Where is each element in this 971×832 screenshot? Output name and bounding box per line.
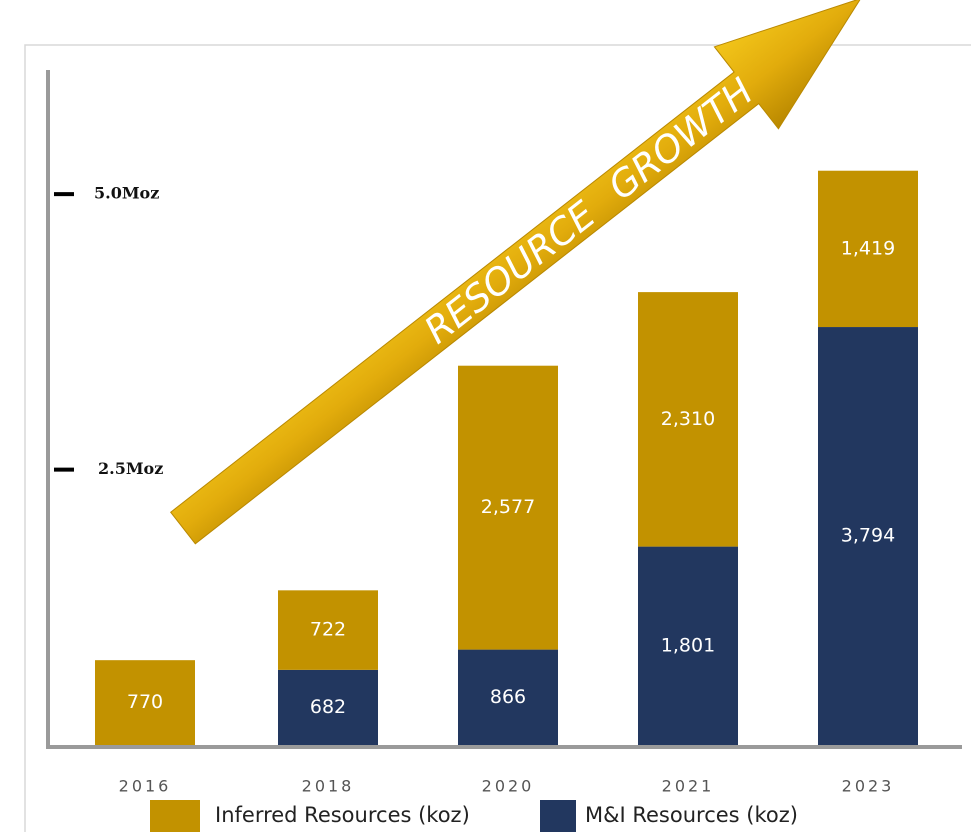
legend-label: M&I Resources (koz): [585, 803, 798, 827]
axis-labels: 2.5Moz 5.0Moz 2016 2018 2020 2021 2023 Inferred…: [54, 184, 895, 832]
x-tick-label: 2021: [662, 777, 715, 796]
value-label: 1,419: [841, 237, 895, 259]
legend-label: Inferred Resources (koz): [215, 803, 470, 827]
frame: [24, 44, 971, 832]
value-label: 682: [310, 696, 346, 718]
bar-segment: [278, 590, 378, 670]
bar-segment: [638, 546, 738, 745]
bar-segment: [95, 660, 195, 745]
value-label: 2,577: [481, 496, 535, 518]
bar-segment: [818, 327, 918, 745]
value-label: 722: [310, 619, 346, 641]
x-tick-label: 2020: [482, 777, 535, 796]
bar-segment: [638, 292, 738, 547]
bar-segment: [278, 669, 378, 745]
bar-segment: [458, 365, 558, 650]
legend-swatch: [540, 800, 576, 832]
value-label: 866: [490, 686, 526, 708]
bar-segment: [818, 170, 918, 328]
bar-segment: [458, 649, 558, 745]
x-tick-label: 2016: [119, 777, 172, 796]
value-label: 3,794: [841, 525, 895, 547]
y-tick-label: 5.0Moz: [94, 184, 159, 203]
plot: 770 682 722 866 2,577 1,801 2,310 3,794 1,419: [95, 170, 918, 745]
y-tick-label: 2.5Moz: [98, 459, 163, 478]
legend-swatch: [150, 800, 200, 832]
value-label: 770: [127, 691, 163, 713]
value-label: 1,801: [661, 634, 715, 656]
x-tick-label: 2018: [302, 777, 355, 796]
arrow-shape: [169, 0, 862, 545]
value-label: 2,310: [661, 408, 715, 430]
x-tick-label: 2023: [842, 777, 895, 796]
